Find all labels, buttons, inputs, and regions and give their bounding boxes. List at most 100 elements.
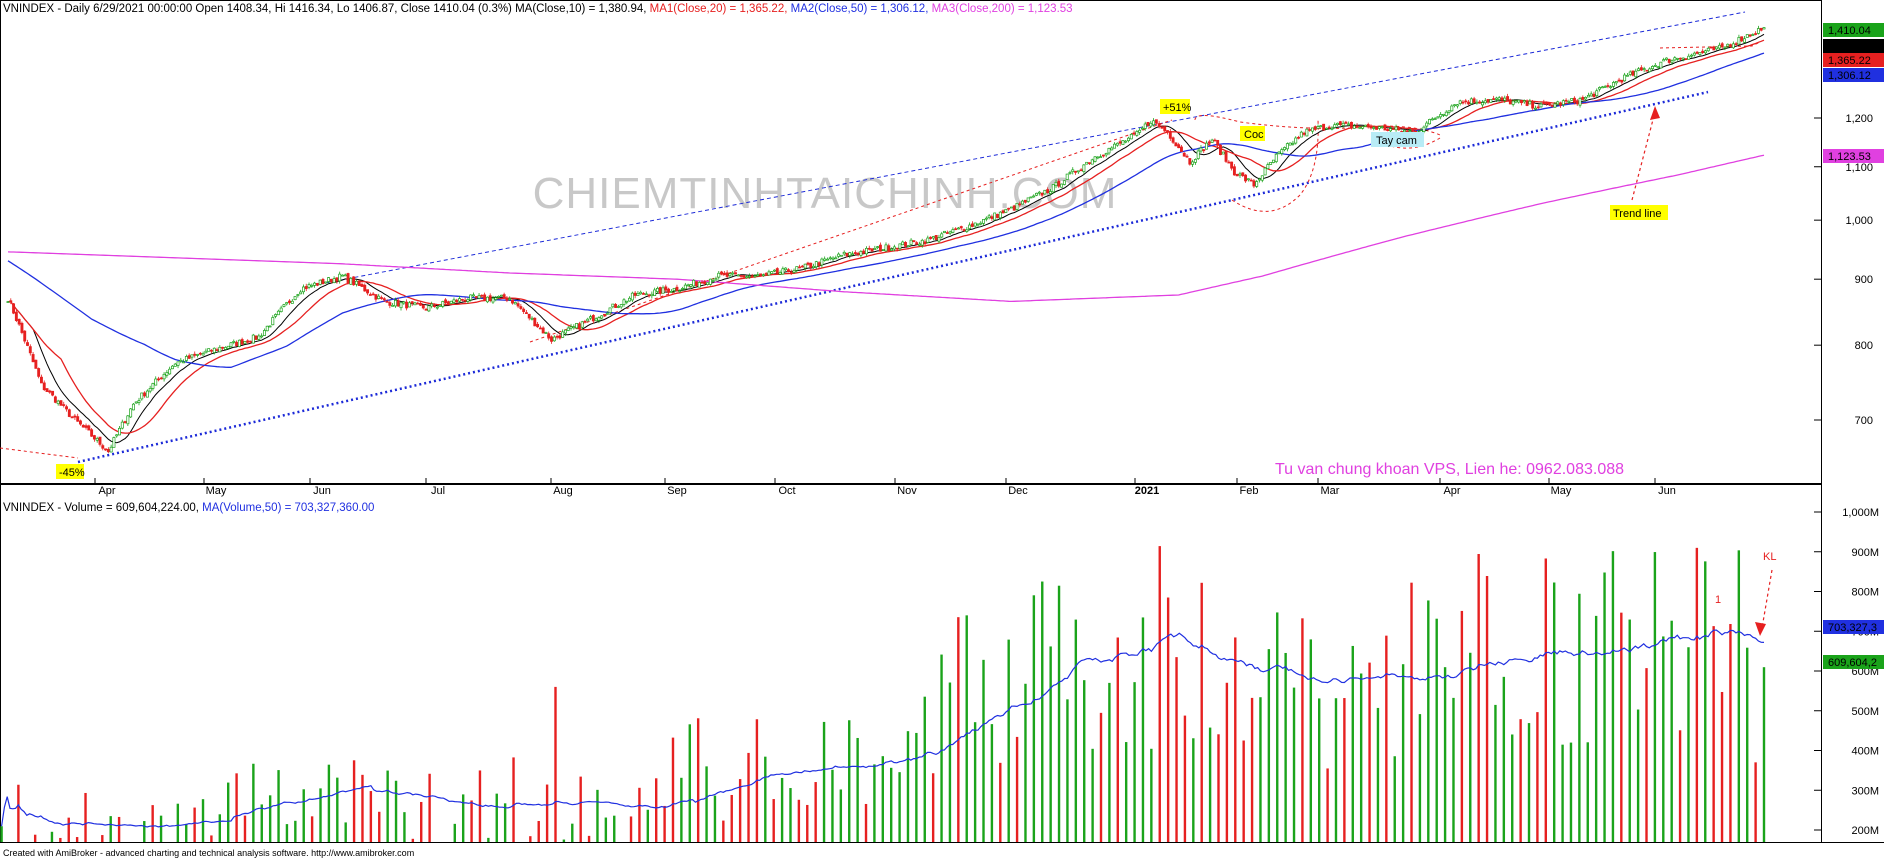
candle-body xyxy=(1567,100,1571,103)
candle xyxy=(552,335,556,342)
candle-body xyxy=(1129,134,1133,140)
candle xyxy=(957,227,960,230)
candle-body xyxy=(271,317,275,326)
volume-bar xyxy=(310,816,314,842)
candle-body xyxy=(767,271,771,276)
candle xyxy=(433,303,436,308)
candle xyxy=(622,298,626,307)
candle-body xyxy=(1676,58,1680,60)
volume-bar xyxy=(923,696,926,842)
candle xyxy=(48,389,52,394)
candle-body xyxy=(1461,101,1465,104)
candle-body xyxy=(190,354,194,358)
candle-body xyxy=(1450,105,1454,112)
volume-bar xyxy=(1552,582,1556,842)
candle-body xyxy=(352,276,356,286)
candle xyxy=(636,291,640,296)
tag-minus45: -45% xyxy=(59,467,85,479)
candle xyxy=(235,340,239,347)
candle-body xyxy=(1723,46,1727,49)
candle-body xyxy=(1174,142,1178,147)
candle-body xyxy=(692,279,696,287)
candle-body xyxy=(661,287,665,294)
candle xyxy=(491,295,495,304)
candle-body xyxy=(1606,85,1610,87)
candle xyxy=(720,270,723,276)
candle-body xyxy=(1252,180,1256,187)
candle xyxy=(1361,126,1365,130)
tag-taycam-bg xyxy=(1371,132,1424,147)
candle xyxy=(1090,158,1094,165)
candle xyxy=(396,298,400,307)
candle-body xyxy=(1366,124,1370,128)
candle xyxy=(1322,123,1326,131)
candle xyxy=(931,235,935,241)
candle xyxy=(179,357,183,364)
candle xyxy=(1062,180,1066,186)
candle xyxy=(1567,99,1571,105)
candle-body xyxy=(173,363,177,367)
volume-tick-label: 900M xyxy=(1851,547,1879,559)
candle-body xyxy=(747,275,751,278)
candle-body xyxy=(1489,99,1493,103)
candle xyxy=(1196,148,1200,160)
candle-body xyxy=(1219,144,1222,156)
candle-body xyxy=(1227,161,1231,164)
candlesticks xyxy=(6,25,1766,454)
volume-bar xyxy=(352,760,356,842)
candle-body xyxy=(1494,97,1498,100)
candle xyxy=(1023,199,1027,204)
candle xyxy=(304,283,308,292)
candle xyxy=(904,241,907,248)
candle xyxy=(184,354,188,363)
candle-body xyxy=(881,249,885,251)
volume-bar xyxy=(1099,712,1103,842)
candle xyxy=(809,262,813,270)
candle-body xyxy=(552,336,556,342)
candle-body xyxy=(1570,98,1574,101)
candle xyxy=(759,273,763,277)
candle-body xyxy=(784,267,788,271)
volume-bar xyxy=(856,737,859,842)
candle-body xyxy=(934,235,938,241)
candle xyxy=(848,251,852,259)
volume-gridlines xyxy=(1814,511,1822,831)
volume-bar xyxy=(1603,572,1606,842)
volume-bar xyxy=(562,839,566,842)
candle-body xyxy=(182,361,186,364)
candle-body xyxy=(472,294,475,297)
candle-body xyxy=(1469,98,1473,105)
candle xyxy=(1202,149,1206,154)
candle-body xyxy=(976,223,980,226)
candle xyxy=(987,213,991,220)
candle xyxy=(1475,99,1479,105)
candle-body xyxy=(1653,64,1657,67)
candle-body xyxy=(917,243,921,246)
candle-body xyxy=(1425,122,1429,127)
tag-last-vol-ma: 703,327,3 xyxy=(1823,620,1884,634)
watermark: CHIEMTINHTAICHINH.COM xyxy=(533,169,1118,218)
candle-body xyxy=(1035,192,1038,196)
candle xyxy=(1238,171,1242,178)
candle-body xyxy=(1706,47,1710,52)
candle xyxy=(1659,61,1663,69)
price-tick-label: 900 xyxy=(1855,274,1873,286)
candle xyxy=(1433,117,1437,120)
candle xyxy=(430,301,434,309)
volume-tick-label: 200M xyxy=(1851,825,1879,837)
candle-body xyxy=(742,275,746,278)
candle-body xyxy=(14,311,18,321)
volume-bar xyxy=(772,799,775,842)
candle xyxy=(569,323,573,331)
volume-bar xyxy=(143,821,146,842)
candle-body xyxy=(962,229,966,231)
candle-body xyxy=(226,345,230,349)
candle xyxy=(976,223,980,227)
candle-body xyxy=(112,437,116,448)
candle xyxy=(973,222,977,229)
candle xyxy=(39,374,43,384)
candle-body xyxy=(51,390,55,396)
tag-last-ma200-label: 1,123.53 xyxy=(1828,151,1871,163)
volume-pane-frame xyxy=(0,484,1822,843)
tag-plus51-bg xyxy=(1160,99,1190,114)
